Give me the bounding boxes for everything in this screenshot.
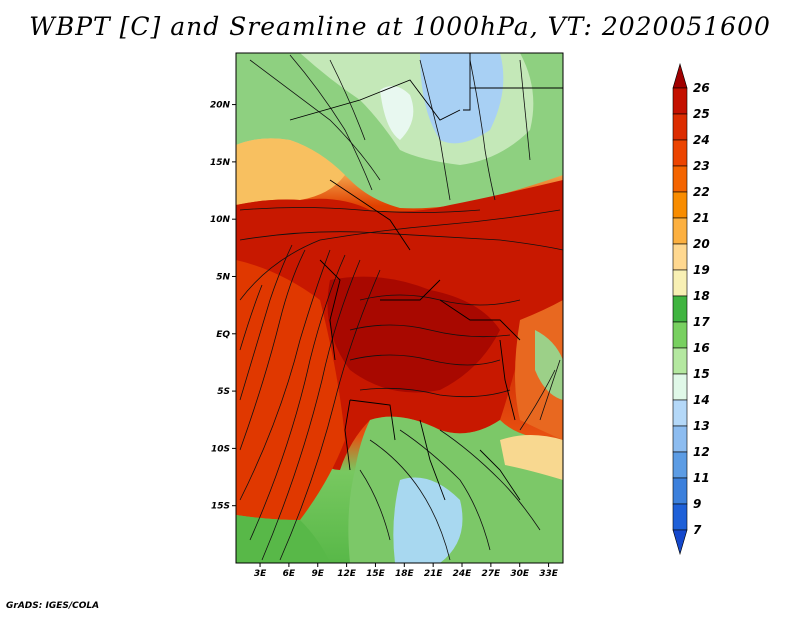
colorbar-swatch: [672, 243, 688, 271]
colorbar-label: 22: [693, 185, 710, 199]
colorbar-label: 19: [693, 263, 710, 277]
colorbar-label: 9: [693, 497, 701, 511]
latitude-axis: 20N 15N 10N 5N EQ 5S 10S 15S: [210, 101, 236, 512]
lat-tick-label: 10N: [210, 215, 231, 225]
colorbar-bottom-arrow: [672, 529, 688, 556]
colorbar-swatch: [672, 165, 688, 193]
colorbar-label: 16: [693, 341, 710, 355]
streamlines: [239, 54, 563, 561]
lat-tick-label: EQ: [216, 330, 230, 340]
colorbar-swatch: [672, 217, 688, 245]
colorbar-label: 15: [693, 367, 710, 381]
colorbar-label: 13: [693, 419, 710, 433]
colorbar-swatch: [672, 425, 688, 453]
colorbar-label: 11: [693, 471, 710, 485]
colorbar-label: 26: [693, 81, 710, 95]
lon-tick-label: 21E: [424, 569, 444, 579]
lon-tick-label: 27E: [482, 569, 502, 579]
colorbar-label: 14: [693, 393, 710, 407]
lon-tick-label: 9E: [312, 569, 325, 579]
wbpt-shading: [236, 53, 563, 563]
map-frame: [235, 52, 564, 564]
colorbar-swatch: [672, 373, 688, 401]
colorbar-swatch: [672, 269, 688, 297]
colorbar-label: 24: [693, 133, 710, 147]
country-borders: [289, 53, 563, 501]
colorbar-label: 25: [693, 107, 710, 121]
colorbar-swatch: [672, 503, 688, 531]
lon-tick-label: 33E: [539, 569, 559, 579]
colorbar-swatch: [672, 139, 688, 167]
colorbar-label: 23: [693, 159, 710, 173]
lon-tick-label: 18E: [395, 569, 415, 579]
colorbar: 26 25 24 23 22 21 20 19 18 17 16 15 14 13 12 11 9 7: [672, 62, 710, 556]
colorbar-label: 18: [693, 289, 710, 303]
lon-tick-label: 15E: [366, 569, 386, 579]
lat-tick-label: 15S: [211, 502, 230, 512]
colorbar-swatch: [672, 477, 688, 505]
colorbar-label: 12: [693, 445, 710, 459]
lon-tick-label: 3E: [254, 569, 267, 579]
lat-tick-label: 10S: [211, 444, 230, 454]
colorbar-label: 17: [693, 315, 710, 329]
lat-tick-label: 20N: [210, 101, 231, 111]
lat-tick-label: 5S: [217, 387, 230, 397]
chart-title: WBPT [C] and Sreamline at 1000hPa, VT: 2…: [29, 12, 771, 41]
longitude-axis: 3E 6E 9E 12E 15E 18E 21E 24E 27E 30E 33E: [254, 563, 559, 579]
lon-tick-label: 6E: [283, 569, 296, 579]
lat-tick-label: 15N: [210, 158, 231, 168]
colorbar-top-arrow: [672, 62, 688, 89]
colorbar-swatch: [672, 113, 688, 141]
lon-tick-label: 24E: [453, 569, 473, 579]
map-panel: [235, 52, 564, 564]
colorbar-swatch: [672, 295, 688, 323]
colorbar-swatch: [672, 191, 688, 219]
colorbar-swatch: [672, 347, 688, 375]
colorbar-label: 20: [693, 237, 710, 251]
lon-tick-label: 30E: [510, 569, 530, 579]
colorbar-label: 7: [693, 523, 702, 537]
colorbar-swatch: [672, 321, 688, 349]
lon-tick-label: 12E: [337, 569, 357, 579]
colorbar-swatch: [672, 451, 688, 479]
colorbar-label: 21: [693, 211, 710, 225]
colorbar-swatch: [672, 399, 688, 427]
colorbar-swatch: [672, 87, 688, 115]
lat-tick-label: 5N: [216, 272, 230, 282]
footer-credit: GrADS: IGES/COLA: [6, 601, 100, 611]
